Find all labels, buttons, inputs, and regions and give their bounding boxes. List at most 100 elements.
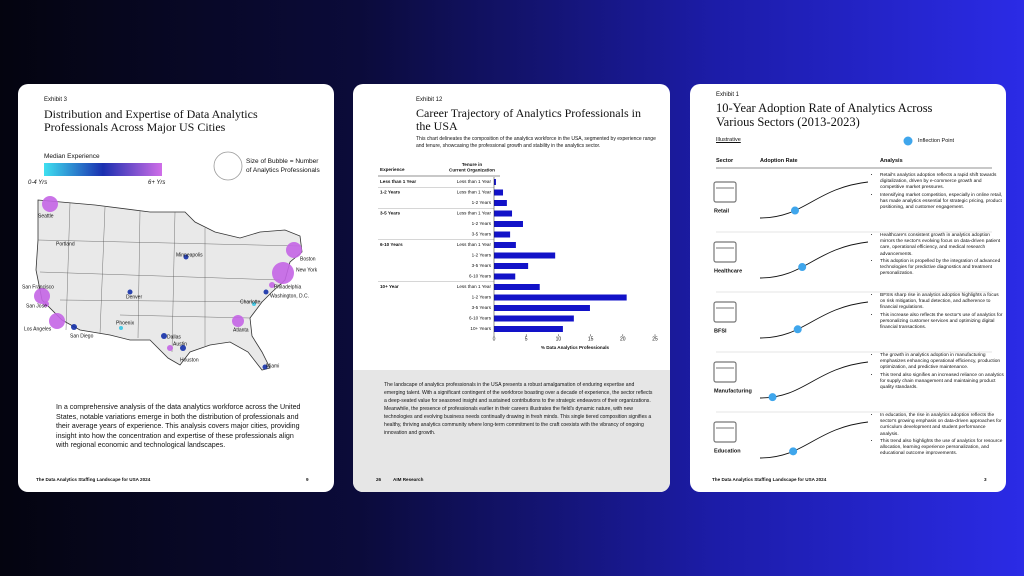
city-label: Seattle (38, 213, 54, 219)
bar (494, 315, 574, 322)
bar (494, 305, 590, 311)
y-tick-label: Less than 1 Year (457, 284, 492, 289)
x-tick-label: 20 (620, 336, 626, 342)
city-bubble (232, 315, 244, 327)
group-label: Less than 1 Year (380, 179, 416, 184)
city-bubble (49, 313, 65, 329)
page-number: 26 (376, 477, 382, 482)
sector-name: BFSI (714, 328, 727, 334)
x-tick-label: 0 (493, 336, 496, 342)
y-tick-label: Less than 1 Year (457, 179, 492, 184)
footer: AIM Research (393, 477, 424, 482)
y-tick-label: Less than 1 Year (457, 242, 492, 247)
group-label: 10+ Year (380, 284, 399, 289)
text-panel (353, 370, 670, 492)
analysis-item: Retail's analytics adoption reflects a r… (880, 173, 1004, 192)
city-bubble (252, 302, 256, 306)
sector-icon (713, 421, 737, 443)
analysis-item: Intensifying market competition, especia… (880, 193, 1004, 212)
city-label: Austin (173, 341, 187, 347)
city-bubble (262, 364, 268, 370)
analysis-item: In education, the rise in analytics adop… (880, 413, 1004, 438)
bar (494, 242, 516, 248)
city-label: Dallas (167, 334, 181, 340)
legend-max: 6+ Yrs (148, 180, 166, 186)
analysis-item: This increase also reflects the sector's… (880, 313, 1004, 332)
city-label: Los Angeles (24, 326, 52, 332)
x-tick-label: 5 (525, 336, 528, 342)
bar (494, 210, 513, 217)
bar (494, 200, 507, 206)
city-bubble (183, 254, 189, 260)
city-bubble (161, 333, 167, 339)
y-tick-label: 1-2 Years (472, 221, 492, 226)
size-legend (213, 151, 243, 181)
inflection-point (791, 206, 800, 215)
page-title: 10-Year Adoption Rate of Analytics Acros… (716, 101, 933, 129)
chart-subtitle: This chart delineates the composition of… (416, 136, 656, 149)
sector-icon (713, 361, 737, 383)
y-tick-label: 3-5 Years (472, 232, 492, 237)
city-label: San Jose (26, 303, 47, 309)
page-right (690, 84, 1006, 492)
adoption-curve (759, 301, 869, 339)
city-label: Boston (300, 256, 316, 262)
color-scale (44, 163, 162, 176)
bar (494, 231, 511, 238)
adoption-curve (759, 241, 869, 279)
city-bubble (43, 301, 49, 307)
x-tick-label: 25 (652, 336, 658, 342)
city-label: Phoenix (116, 320, 135, 326)
bar (494, 284, 540, 290)
inflection-point (789, 447, 798, 456)
inflection-legend (903, 136, 913, 146)
bar (494, 179, 496, 185)
y-tick-label: Less than 1 Year (457, 190, 492, 195)
city-bubble (180, 345, 186, 351)
y-tick-label: 1-2 Years (472, 253, 492, 258)
sector-icon (713, 301, 737, 323)
column-header: Adoption Rate (760, 158, 798, 164)
size-note: Size of Bubble = Number of Analytics Pro… (246, 158, 320, 174)
sector-name: Retail (714, 208, 729, 214)
x-tick-label: 10 (556, 336, 562, 342)
city-label: Washington, D.C. (270, 293, 309, 299)
y-tick-label: 3-5 Years (472, 305, 492, 310)
analysis-list: BFSIs sharp rise in analytics adoption h… (874, 293, 1004, 332)
city-label: Philadelphia (274, 284, 301, 290)
page-number: 9 (306, 477, 309, 482)
inflection-point (793, 325, 802, 334)
city-bubble (269, 282, 275, 288)
adoption-curve (759, 421, 869, 459)
city-label: Miami (266, 363, 279, 369)
y-tick-label: 1-2 Years (472, 295, 492, 300)
bar (494, 221, 523, 227)
city-label: San Diego (70, 333, 94, 339)
legend-title: Median Experience (44, 153, 100, 160)
adoption-curve (759, 361, 869, 399)
city-bubble (263, 289, 269, 295)
group-label: 1-2 Years (380, 190, 401, 195)
city-bubble (119, 326, 123, 330)
adoption-curve (759, 181, 869, 219)
footer: The Data Analytics Staffing Landscape fo… (712, 477, 827, 482)
analysis-list: Healthcare's consistent growth in analyt… (874, 233, 1004, 278)
city-bubble (42, 196, 58, 212)
analysis-list: Retail's analytics adoption reflects a r… (874, 173, 1004, 212)
group-label: 6-10 Years (380, 242, 403, 247)
analysis-item: This trend also highlights the use of an… (880, 439, 1004, 458)
bar (494, 273, 516, 280)
city-bubble (272, 262, 294, 284)
x-tick-label: 15 (588, 336, 594, 342)
body-text: In a comprehensive analysis of the data … (56, 403, 301, 450)
analysis-list: In education, the rise in analytics adop… (874, 413, 1004, 458)
city-label: Atlanta (233, 327, 249, 333)
chart-title: Career Trajectory of Analytics Professio… (416, 106, 641, 133)
y-tick-label: 6-10 Years (469, 316, 492, 321)
bar (494, 252, 556, 259)
column-header: Experience (380, 167, 405, 172)
city-label: Minneapolis (176, 252, 203, 258)
